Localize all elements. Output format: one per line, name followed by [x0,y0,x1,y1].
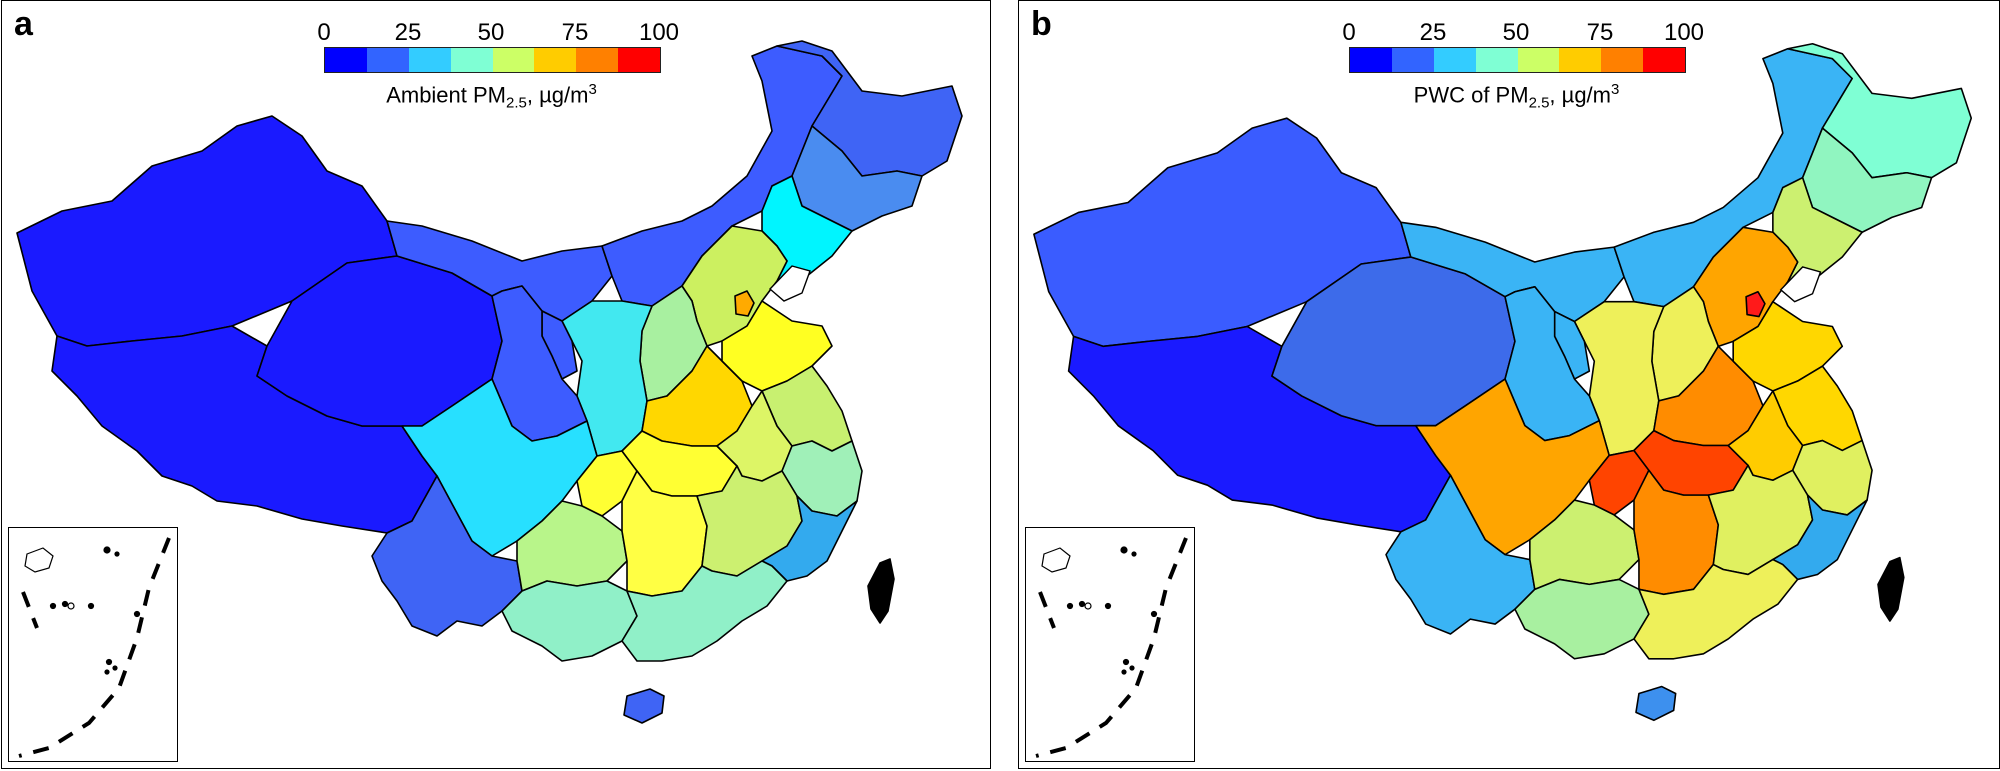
colorbar-swatch [492,48,535,72]
colorbar-swatch [1601,48,1644,72]
panel-label: b [1031,5,1052,43]
colorbar-title: PWC of PM2.5, µg/m3 [1413,81,1620,112]
island-dot [1150,610,1158,618]
colorbar-swatch [1433,48,1476,72]
province-guangdong [621,560,788,662]
colorbar-swatch [534,48,577,72]
colorbar-swatch [1350,48,1392,72]
island-dot [1120,546,1128,554]
nine-dash-line [1035,537,1188,758]
south-china-sea-inset [8,527,178,762]
island-dot [87,602,95,610]
tick-label: 75 [561,19,589,46]
colorbar-legend: 0 25 50 75 100 PWC of PM2.5, µg/m3 [1342,19,1704,112]
province-yunnan [1385,474,1536,635]
island-dot [1129,665,1135,671]
province-taiwan [1877,556,1905,622]
province-hainan [623,688,665,724]
island-dot [1122,658,1130,666]
island-dot [61,600,69,608]
tick-label: 100 [638,19,680,46]
colorbar-swatch [366,48,409,72]
colorbar-swatch [450,48,493,72]
nine-dash-line [18,537,171,758]
island-dot [103,546,111,554]
island-dot [49,602,57,610]
island-dot [1104,602,1112,610]
colorbar-swatch [1475,48,1518,72]
island-dot [1078,600,1086,608]
province-shandong [721,300,833,392]
island-dot [1084,602,1092,610]
colorbar-swatch [408,48,451,72]
tick-label: 100 [1663,19,1705,46]
tick-label: 75 [1586,19,1614,46]
colorbar-swatch [1391,48,1434,72]
colorbar-swatch [1559,48,1602,72]
colorbar-title: Ambient PM2.5, µg/m3 [386,81,597,112]
island-dot [1121,669,1127,675]
province-yunnan [371,475,523,637]
china-map-b [1033,42,1973,722]
inset-map [18,537,171,758]
province-taiwan [867,558,895,624]
panel-a: a 0 25 50 75 100 Ambient PM2.5, µg/m3 [1,0,991,769]
tick-label: 25 [1419,19,1447,46]
tick-label: 50 [477,19,505,46]
tick-label: 0 [317,19,331,46]
province-beijing [1745,290,1766,318]
province-beijing [734,290,755,317]
colorbar-legend: 0 25 50 75 100 Ambient PM2.5, µg/m3 [317,19,679,112]
island-dot [1131,551,1137,557]
colorbar-swatch [576,48,619,72]
island-dot [112,665,118,671]
tick-label: 50 [1502,19,1530,46]
province-hainan [1635,685,1677,722]
island-dot [1066,602,1074,610]
island-hainan [1041,547,1071,573]
colorbar-ticks: 0 25 50 75 100 [1342,19,1704,47]
island-dot [133,610,141,618]
china-map-a [16,40,963,724]
panel-b: b 0 25 50 75 100 PWC of PM2.5, µg/m3 [1018,0,2000,769]
island-hainan [24,547,54,573]
province-shandong [1732,300,1844,392]
inset-map [1035,537,1188,758]
island-dot [104,669,110,675]
province-guangxi [501,580,638,662]
province-guangdong [1633,558,1799,660]
island-dot [105,658,113,666]
colorbar-swatch [618,48,660,72]
bohai-sea [768,265,811,302]
province-guangxi [1514,578,1650,660]
colorbar-swatch [325,48,367,72]
province-fujian [1772,494,1868,581]
tick-label: 0 [1342,19,1356,46]
province-fujian [761,495,858,582]
colorbar [1349,47,1686,73]
island-dot [67,602,75,610]
colorbar-swatch [1643,48,1685,72]
colorbar-swatch [1517,48,1560,72]
colorbar-ticks: 0 25 50 75 100 [317,19,679,47]
panel-label: a [14,5,33,43]
bohai-sea [1779,266,1822,303]
island-dot [114,551,120,557]
tick-label: 25 [394,19,422,46]
colorbar [324,47,661,73]
south-china-sea-inset [1025,527,1195,762]
